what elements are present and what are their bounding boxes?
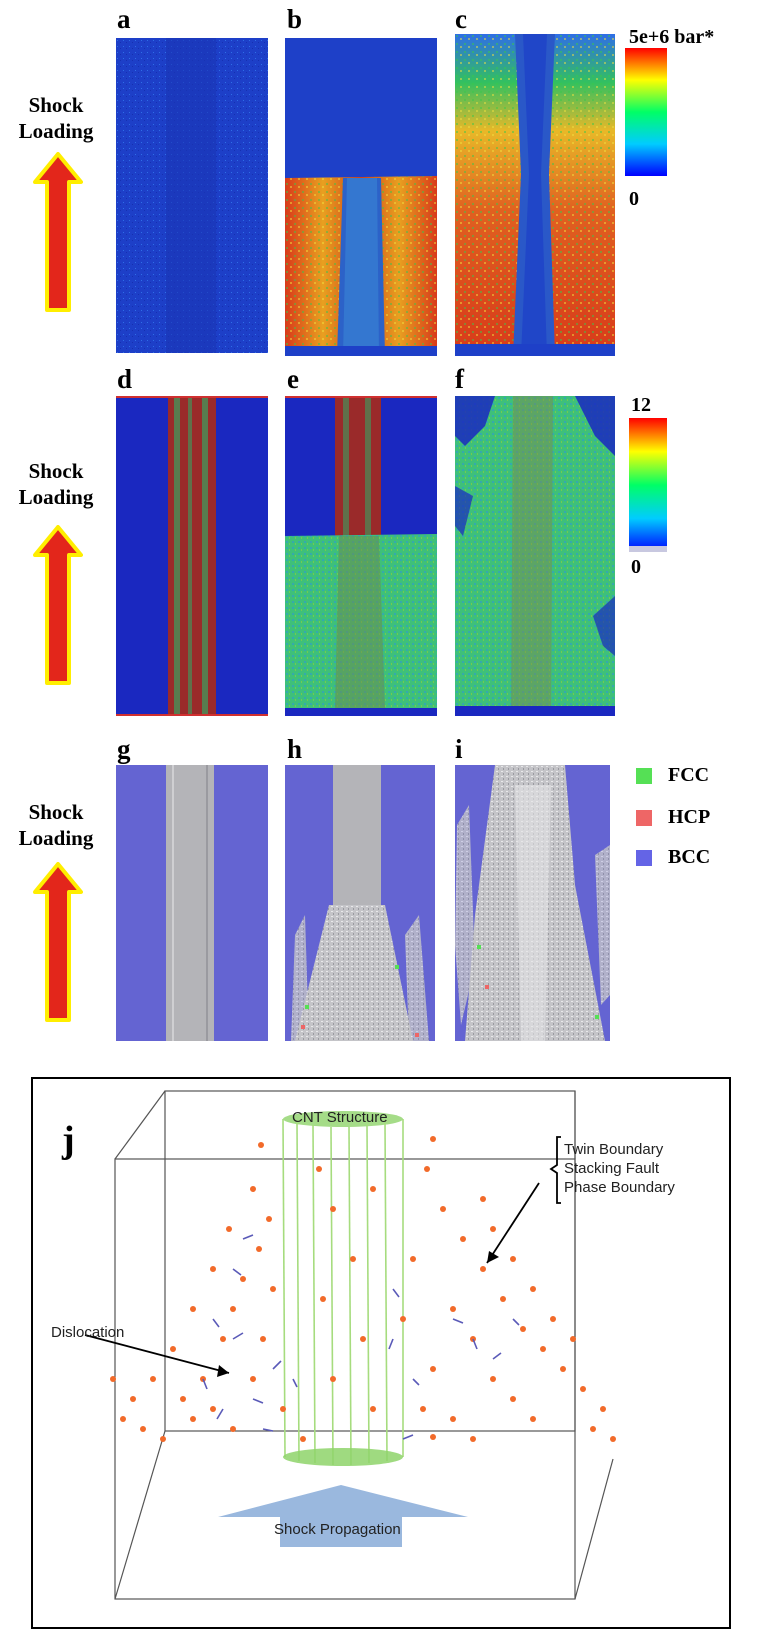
legend-label-fcc: FCC	[668, 764, 710, 786]
panel-label-b: b	[287, 4, 303, 34]
legend-swatch-bcc	[636, 850, 652, 866]
legend-swatch-fcc	[636, 768, 652, 784]
panel-label-h: h	[287, 734, 303, 764]
panel-j-diagram	[84, 1090, 616, 1600]
legend-label-hcp: HCP	[668, 806, 711, 828]
coordination-colorbar	[629, 418, 667, 552]
panel-label-e: e	[287, 364, 299, 394]
pressure-scale-min: 0	[629, 188, 639, 210]
shock-arrow-icon-2	[33, 525, 83, 685]
coordination-panel-f	[455, 396, 615, 716]
panel-label-d: d	[117, 364, 133, 394]
coordination-scale-min: 0	[631, 556, 641, 578]
legend-label-bcc: BCC	[668, 846, 711, 868]
structure-panel-g	[116, 765, 268, 1041]
pressure-colorbar	[625, 48, 667, 176]
coordination-panel-e	[285, 396, 437, 716]
shock-arrow-icon-1	[33, 152, 83, 312]
panel-j-frame	[31, 1077, 731, 1629]
shock-loading-label-3: Shock Loading	[18, 800, 94, 850]
panel-label-i: i	[455, 734, 463, 764]
panel-label-g: g	[117, 734, 131, 764]
panel-label-f: f	[455, 364, 464, 394]
shock-arrow-icon-3	[33, 862, 83, 1022]
shock-propagation-label: Shock Propagation	[274, 1521, 401, 1538]
pressure-panel-a	[116, 38, 268, 353]
panel-label-c: c	[455, 4, 467, 34]
panel-label-a: a	[117, 4, 131, 34]
boundary-labels: Twin Boundary Stacking Fault Phase Bound…	[564, 1141, 675, 1196]
shock-loading-label-2: Shock Loading	[18, 459, 94, 509]
legend-swatch-hcp	[636, 810, 652, 826]
dislocation-label: Dislocation	[51, 1324, 125, 1341]
cnt-structure-label: CNT Structure	[292, 1109, 388, 1126]
coordination-panel-d	[116, 396, 268, 716]
panel-label-j: j	[62, 1119, 75, 1161]
shock-loading-label-1: Shock Loading	[18, 93, 94, 143]
pressure-scale-max: 5e+6 bar*	[629, 26, 715, 48]
structure-panel-h	[285, 765, 435, 1041]
pressure-panel-c	[455, 34, 615, 356]
structure-panel-i	[455, 765, 610, 1041]
coordination-scale-max: 12	[631, 394, 651, 416]
pressure-panel-b	[285, 38, 437, 356]
